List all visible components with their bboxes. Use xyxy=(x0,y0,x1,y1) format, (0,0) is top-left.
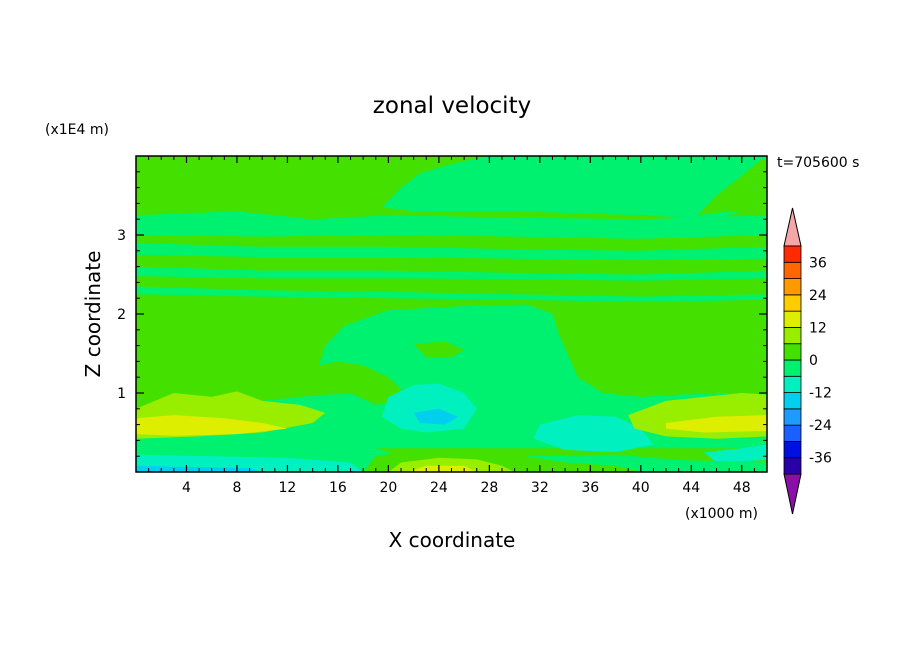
chart-title: zonal velocity xyxy=(373,93,531,119)
x-tick-label: 16 xyxy=(329,480,347,496)
x-tick-label: 48 xyxy=(733,480,751,496)
colorbar-band xyxy=(783,278,802,296)
colorbar-band xyxy=(783,375,802,393)
contour-region-10 xyxy=(703,444,767,463)
colorbar-band xyxy=(783,359,802,377)
contour-region-2 xyxy=(136,266,767,281)
contour-region-0 xyxy=(136,211,767,239)
colorbar-band xyxy=(783,343,802,361)
y-tick-label: 1 xyxy=(117,386,126,402)
colorbar-band xyxy=(783,261,802,279)
colorbar-band xyxy=(783,294,802,312)
x-axis-label: X coordinate xyxy=(389,528,516,552)
contour-region-7 xyxy=(413,341,465,358)
x-tick-label: 4 xyxy=(182,480,191,496)
colorbar-band xyxy=(783,408,802,426)
time-label: t=705600 s xyxy=(777,155,859,171)
contour-region-4 xyxy=(382,156,767,220)
x-tick-label: 40 xyxy=(632,480,650,496)
colorbar-tick-label: -24 xyxy=(809,418,832,434)
x-unit-label: (x1000 m) xyxy=(685,506,758,522)
y-axis-label: Z coordinate xyxy=(81,251,105,378)
colorbar-band xyxy=(783,457,802,475)
colorbar-tick-label: 0 xyxy=(809,353,818,369)
colorbar-tick-label: 12 xyxy=(809,320,827,336)
contour-region-11 xyxy=(413,408,458,425)
x-tick-label: 28 xyxy=(480,480,498,496)
x-tick-label: 20 xyxy=(379,480,397,496)
contour-region-15 xyxy=(666,415,767,433)
colorbar-over-triangle xyxy=(783,207,802,247)
x-tick-label: 44 xyxy=(682,480,700,496)
y-axis-ticks: 1 2 3 xyxy=(117,171,767,457)
colorbar-tick-label: -36 xyxy=(809,451,832,467)
y-unit-label: (x1E4 m) xyxy=(45,122,109,138)
colorbar-band xyxy=(783,310,802,328)
colorbar-tick-label: 36 xyxy=(809,255,827,271)
x-tick-label: 12 xyxy=(279,480,297,496)
y-tick-label: 2 xyxy=(117,307,126,323)
contour-region-21 xyxy=(407,465,477,472)
x-tick-label: 32 xyxy=(531,480,549,496)
colorbar-tick-label: -12 xyxy=(809,386,832,402)
x-tick-label: 36 xyxy=(581,480,599,496)
contour-regions xyxy=(136,156,767,472)
contour-region-1 xyxy=(136,242,767,261)
contour-region-9 xyxy=(533,415,654,453)
x-tick-label: 24 xyxy=(430,480,448,496)
colorbar-band xyxy=(783,424,802,442)
colorbar-band xyxy=(783,327,802,345)
contour-region-3 xyxy=(136,286,767,303)
contour-region-5 xyxy=(697,159,767,216)
colorbar-under-triangle xyxy=(783,473,802,515)
y-tick-label: 3 xyxy=(117,228,126,244)
colorbar-band xyxy=(783,441,802,459)
colorbar-tick-label: 24 xyxy=(809,288,827,304)
x-axis-ticks: 4 8 12 16 20 24 28 32 36 40 44 48 xyxy=(148,156,755,496)
contour-region-8 xyxy=(382,383,477,433)
colorbar-band xyxy=(783,392,802,410)
colorbar-band xyxy=(783,245,802,263)
x-tick-label: 8 xyxy=(232,480,241,496)
plot-area xyxy=(135,155,768,473)
colorbar: -36 -24 -12 0 12 24 36 xyxy=(783,207,832,515)
contour-region-13 xyxy=(136,415,288,436)
